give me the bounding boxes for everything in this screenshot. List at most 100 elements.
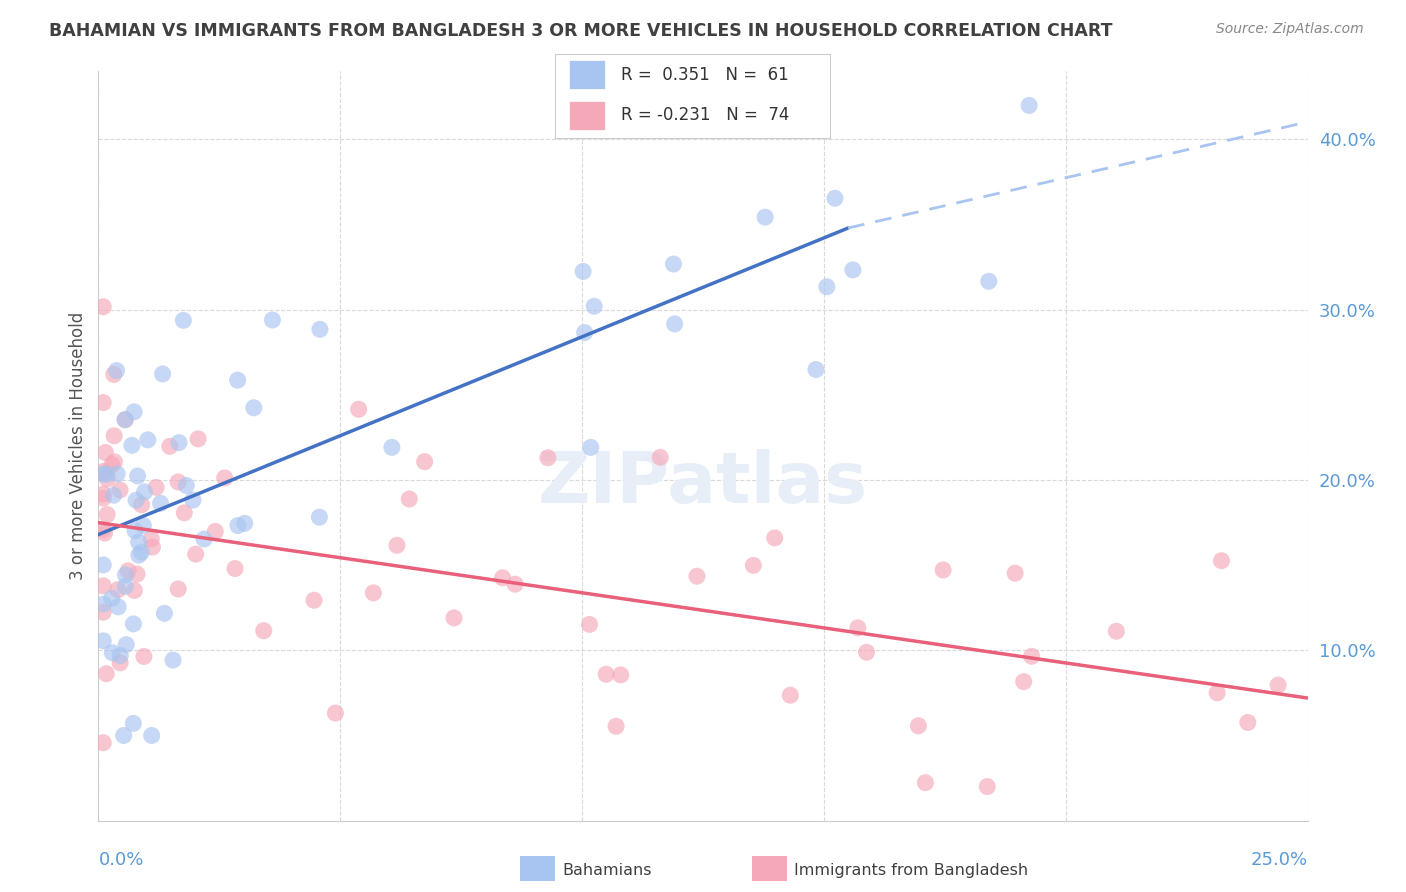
Point: [125, 493, 148, 508]
Point: [91, 465, 114, 479]
Point: [131, 498, 153, 512]
Point: [578, 617, 600, 632]
Point: [101, 458, 124, 472]
Point: [193, 532, 215, 546]
Point: [114, 567, 136, 582]
Point: [124, 524, 146, 538]
Point: [363, 586, 385, 600]
Bar: [569, 101, 605, 130]
Point: [325, 706, 347, 720]
Point: [108, 483, 131, 497]
Point: [125, 567, 148, 582]
Point: [605, 719, 627, 733]
Point: [122, 716, 145, 731]
Point: [128, 535, 150, 549]
Point: [1004, 566, 1026, 581]
Point: [91, 491, 114, 505]
Point: [907, 719, 929, 733]
Point: [173, 506, 195, 520]
Point: [763, 531, 786, 545]
Point: [187, 432, 209, 446]
Point: [114, 579, 136, 593]
Point: [122, 405, 145, 419]
Point: [96, 472, 118, 486]
Point: [121, 438, 143, 452]
Point: [145, 480, 167, 494]
Point: [855, 645, 877, 659]
Text: BAHAMIAN VS IMMIGRANTS FROM BANGLADESH 3 OR MORE VEHICLES IN HOUSEHOLD CORRELATI: BAHAMIAN VS IMMIGRANTS FROM BANGLADESH 3…: [49, 22, 1112, 40]
Point: [308, 510, 330, 524]
Point: [128, 548, 150, 562]
Point: [1267, 678, 1289, 692]
Point: [347, 402, 370, 417]
Point: [131, 545, 153, 559]
Point: [132, 518, 155, 533]
Point: [1018, 98, 1040, 112]
Point: [91, 633, 114, 648]
Point: [443, 611, 465, 625]
Point: [977, 274, 1000, 288]
Point: [91, 597, 114, 611]
Point: [609, 668, 631, 682]
Point: [124, 583, 146, 598]
Point: [846, 621, 869, 635]
Point: [91, 605, 114, 619]
Point: [107, 582, 129, 597]
Point: [105, 363, 128, 377]
Point: [184, 547, 207, 561]
Point: [91, 467, 114, 481]
Point: [1206, 686, 1229, 700]
Y-axis label: 3 or more Vehicles in Household: 3 or more Vehicles in Household: [69, 312, 87, 580]
Point: [136, 433, 159, 447]
Point: [224, 561, 246, 575]
Point: [114, 413, 136, 427]
Point: [93, 526, 115, 541]
Point: [662, 257, 685, 271]
Point: [1021, 649, 1043, 664]
Point: [108, 656, 131, 670]
Point: [103, 488, 125, 502]
Point: [842, 263, 865, 277]
Point: [91, 395, 114, 409]
Point: [779, 688, 801, 702]
Text: R = -0.231   N =  74: R = -0.231 N = 74: [621, 106, 790, 124]
Point: [96, 467, 118, 482]
Point: [824, 191, 846, 205]
Point: [159, 439, 181, 453]
Text: Source: ZipAtlas.com: Source: ZipAtlas.com: [1216, 22, 1364, 37]
Point: [595, 667, 617, 681]
Point: [579, 441, 602, 455]
Point: [1236, 715, 1258, 730]
Point: [804, 362, 827, 376]
Point: [152, 367, 174, 381]
Point: [127, 469, 149, 483]
Point: [302, 593, 325, 607]
Point: [398, 491, 420, 506]
Point: [413, 455, 436, 469]
Point: [174, 478, 197, 492]
Point: [103, 368, 125, 382]
Point: [141, 540, 163, 554]
Point: [976, 780, 998, 794]
Text: 25.0%: 25.0%: [1250, 851, 1308, 869]
Bar: [569, 61, 605, 89]
Point: [742, 558, 765, 573]
Point: [122, 616, 145, 631]
Point: [107, 599, 129, 614]
Point: [103, 455, 125, 469]
Point: [932, 563, 955, 577]
Point: [572, 264, 595, 278]
Point: [914, 775, 936, 789]
Point: [262, 313, 284, 327]
Point: [96, 508, 118, 522]
Point: [537, 450, 560, 465]
Text: Bahamians: Bahamians: [562, 863, 652, 878]
Point: [91, 558, 114, 572]
Point: [91, 523, 114, 537]
Point: [149, 496, 172, 510]
Point: [381, 441, 404, 455]
Point: [233, 516, 256, 531]
Point: [181, 493, 204, 508]
Point: [253, 624, 276, 638]
Point: [226, 518, 249, 533]
